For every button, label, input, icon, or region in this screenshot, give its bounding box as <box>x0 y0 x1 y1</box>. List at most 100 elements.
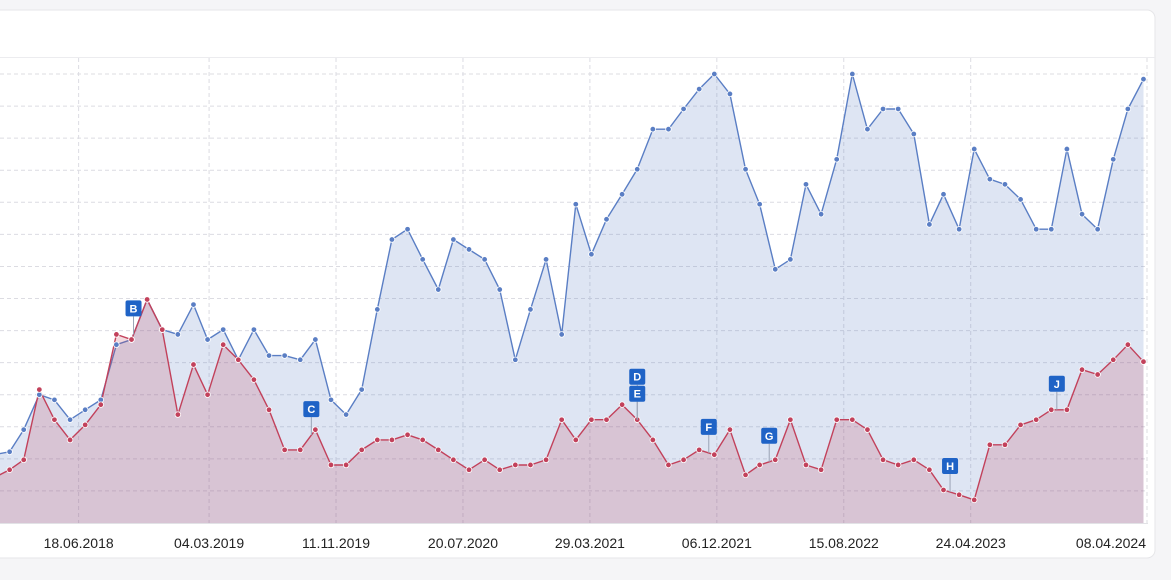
data-point <box>618 191 626 198</box>
data-point <box>404 431 411 439</box>
data-point <box>527 461 534 469</box>
data-point <box>281 352 288 359</box>
data-point <box>190 301 197 308</box>
data-point <box>634 166 641 173</box>
data-point <box>971 496 978 504</box>
data-point <box>772 266 779 273</box>
data-point <box>618 401 626 408</box>
series-area <box>0 74 1144 523</box>
data-point <box>159 326 166 333</box>
data-point <box>342 461 350 469</box>
data-point <box>680 456 687 464</box>
data-point <box>1078 366 1086 373</box>
flag-label: B <box>130 303 138 315</box>
flag-label: E <box>634 389 641 401</box>
data-point <box>204 391 211 398</box>
flag <box>629 385 646 402</box>
data-point <box>910 456 917 464</box>
data-point <box>588 251 595 258</box>
data-point <box>143 296 151 303</box>
data-point <box>235 356 242 363</box>
flag <box>700 418 717 435</box>
flag <box>1048 375 1065 392</box>
data-point <box>894 105 902 113</box>
data-point <box>97 401 104 408</box>
x-axis: 18.06.2018 04.03.2019 11.11.2019 20.07.2020… <box>0 523 1148 551</box>
data-point <box>955 226 963 233</box>
data-point <box>864 426 871 433</box>
data-point <box>711 70 718 78</box>
x-tick-label: 08.04.2024 <box>1076 535 1146 551</box>
x-tick-label: 04.03.2019 <box>174 535 244 551</box>
data-point <box>1017 421 1024 429</box>
data-point <box>1048 226 1055 233</box>
data-point <box>20 456 27 464</box>
data-point <box>726 426 734 433</box>
data-point <box>1124 105 1132 113</box>
data-point <box>250 376 258 383</box>
data-point <box>1094 371 1101 378</box>
flag-label: G <box>765 431 774 443</box>
x-tick-label: 24.04.2023 <box>936 535 1006 551</box>
data-point <box>649 125 657 133</box>
data-point <box>742 471 749 479</box>
data-point <box>219 326 227 333</box>
data-point <box>219 341 227 348</box>
data-point <box>940 191 947 198</box>
x-tick-label: 15.08.2022 <box>809 535 879 551</box>
data-point <box>1048 406 1055 413</box>
data-point <box>51 396 58 404</box>
data-point <box>465 246 473 253</box>
data-point <box>833 416 840 423</box>
flag-label: H <box>946 461 954 473</box>
data-point <box>558 331 565 338</box>
data-point <box>649 436 657 444</box>
data-point <box>465 466 473 473</box>
data-point <box>726 90 734 98</box>
data-point <box>512 461 519 469</box>
flag-label: F <box>705 422 712 434</box>
data-point <box>435 446 442 454</box>
data-point <box>374 436 381 444</box>
data-point <box>342 411 350 418</box>
data-point <box>665 461 672 469</box>
data-point <box>572 201 579 208</box>
data-point <box>1063 406 1071 413</box>
data-point <box>512 356 519 363</box>
data-point <box>787 416 794 423</box>
data-point <box>817 210 825 218</box>
data-point <box>588 416 595 423</box>
data-point <box>542 256 550 263</box>
data-point <box>128 336 135 343</box>
data-point <box>711 451 718 458</box>
data-point <box>374 306 381 313</box>
data-point <box>66 436 74 444</box>
data-point <box>204 336 211 343</box>
data-point <box>1140 358 1147 365</box>
data-point <box>404 226 411 233</box>
data-point <box>986 176 994 183</box>
data-point <box>603 416 610 423</box>
flag-label: C <box>307 404 315 416</box>
flag <box>942 457 959 474</box>
x-tick-label: 29.03.2021 <box>555 535 625 551</box>
data-point <box>864 125 871 133</box>
data-point <box>113 331 120 338</box>
data-point <box>879 105 887 113</box>
flag <box>629 368 646 385</box>
data-point <box>20 426 27 433</box>
data-point <box>894 461 902 469</box>
data-point <box>81 406 89 413</box>
data-point <box>802 461 810 469</box>
flag <box>761 427 778 444</box>
data-point <box>742 166 749 173</box>
data-point <box>926 466 933 473</box>
data-point <box>1078 210 1086 218</box>
data-point <box>1032 416 1040 423</box>
data-point <box>419 436 426 444</box>
data-point <box>36 386 43 393</box>
data-point <box>496 286 503 293</box>
data-point <box>817 466 825 473</box>
data-point <box>787 256 794 263</box>
data-point <box>849 70 856 78</box>
